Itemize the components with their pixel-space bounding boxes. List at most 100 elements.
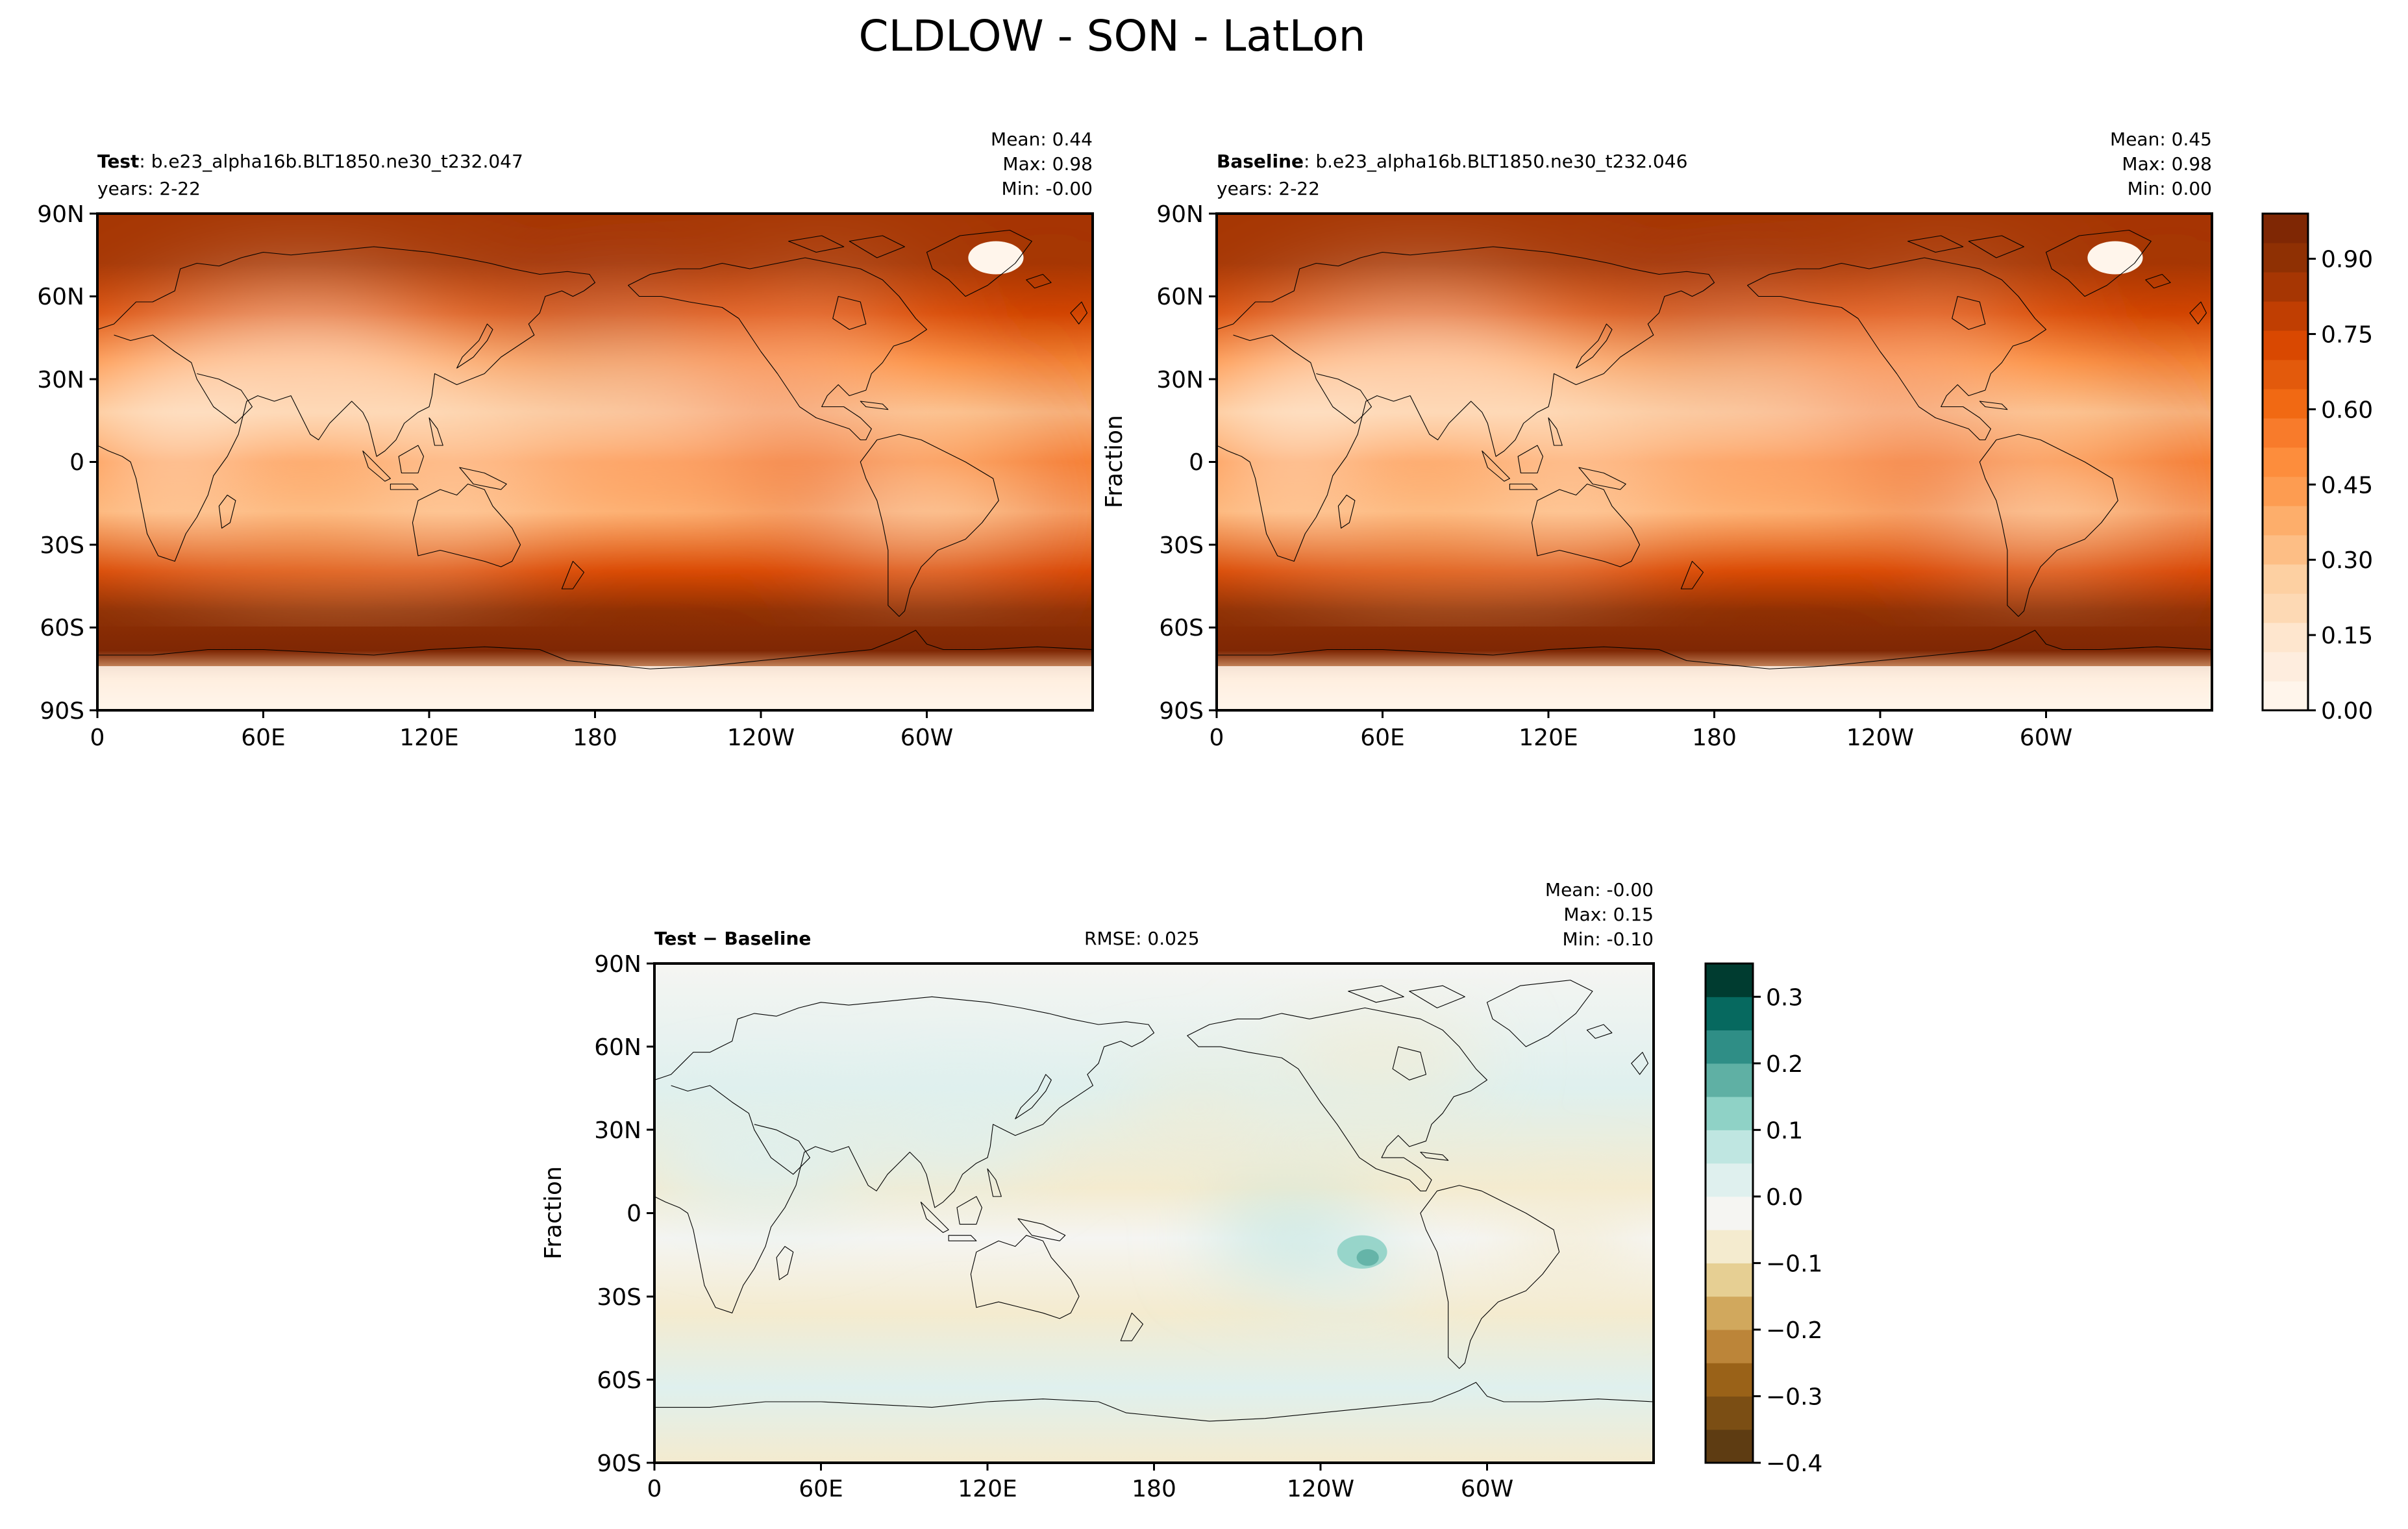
diff-ytick-label: 0: [627, 1200, 641, 1227]
test-stat-min: Min: -0.00: [1002, 178, 1093, 199]
colorbar-fraction-band: [2263, 272, 2308, 302]
test-xtick-label: 0: [90, 725, 105, 751]
baseline-ytick-label: 30N: [1156, 367, 1204, 393]
baseline-stat-max: Max: 0.98: [2122, 153, 2212, 175]
colorbar-fraction-band: [2263, 652, 2308, 682]
colorbar-diff-tick-label: 0.0: [1766, 1184, 1803, 1211]
diff-xtick-label: 120W: [1287, 1476, 1354, 1502]
colorbar-fraction-band: [2263, 243, 2308, 273]
diff-x-ticks: [653, 1463, 1488, 1471]
colorbar-fraction-band: [2263, 330, 2308, 360]
baseline-ytick-label: 0: [1189, 449, 1204, 476]
colorbar-diff-band: [1706, 1063, 1753, 1097]
colorbar-diff-band: [1706, 1296, 1753, 1330]
test-label-case: : b.e23_alpha16b.BLT1850.ne30_t232.047: [139, 151, 523, 172]
colorbar-diff-tick-label: 0.3: [1766, 984, 1803, 1011]
colorbar-diff-band: [1706, 1097, 1753, 1130]
test-stat-max: Max: 0.98: [1002, 153, 1093, 175]
colorbar-fraction-frame: [2261, 212, 2309, 712]
diff-xtick-label: 0: [647, 1476, 662, 1502]
test-ytick-label: 60N: [37, 284, 84, 310]
test-xtick-label: 120W: [727, 725, 795, 751]
colorbar-diff-band: [1706, 1263, 1753, 1297]
baseline-xtick-label: 120E: [1519, 725, 1578, 751]
panel-baseline: Baseline: b.e23_alpha16b.BLT1850.ne30_t2…: [1101, 129, 2248, 751]
colorbar-fraction-ticks: 0.00 0.15 0.30 0.45 0.60 0.75 0.90: [2308, 247, 2373, 725]
baseline-ylabel: Fraction: [1101, 415, 1128, 508]
diff-stat-min: Min: -0.10: [1563, 928, 1654, 950]
colorbar-diff-band: [1706, 1230, 1753, 1263]
diff-field: [654, 963, 1654, 1463]
baseline-ytick-label: 90N: [1156, 201, 1204, 228]
baseline-x-ticks: [1215, 710, 2047, 718]
test-xtick-label: 180: [573, 725, 617, 751]
colorbar-diff-tick-label: 0.1: [1766, 1117, 1803, 1144]
baseline-ytick-label: 60S: [1159, 615, 1204, 641]
colorbar-diff-band: [1706, 1130, 1753, 1164]
diff-label: Test − Baseline: [654, 928, 811, 949]
test-xtick-label: 120E: [399, 725, 458, 751]
test-stat-mean: Mean: 0.44: [991, 129, 1093, 150]
baseline-label-bold: Baseline: [1217, 151, 1304, 172]
diff-xtick-label: 120E: [958, 1476, 1017, 1502]
test-ytick-label: 30S: [40, 532, 84, 559]
colorbar-diff-band: [1706, 1363, 1753, 1397]
colorbar-fraction-tick-label: 0.90: [2321, 247, 2373, 273]
panel-test: Test: b.e23_alpha16b.BLT1850.ne30_t232.0…: [37, 129, 1128, 751]
baseline-xtick-label: 60E: [1360, 725, 1405, 751]
colorbar-diff-tick-label: −0.2: [1766, 1317, 1822, 1344]
colorbar-fraction: 0.00 0.15 0.30 0.45 0.60 0.75 0.90: [2261, 212, 2373, 725]
test-stats: Mean: 0.44 Max: 0.98 Min: -0.00: [991, 129, 1093, 199]
colorbar-fraction-tick-label: 0.75: [2321, 321, 2373, 348]
colorbar-diff-ticks: 0.3 0.2 0.1 0.0 −0.1 −0.2 −0.3 −0.4: [1753, 984, 1822, 1477]
colorbar-fraction-band: [2263, 301, 2308, 331]
baseline-ytick-label: 30S: [1159, 532, 1204, 559]
diff-xtick-label: 60E: [799, 1476, 843, 1502]
colorbar-diff-band: [1706, 997, 1753, 1031]
colorbar-fraction-tick-label: 0.00: [2321, 698, 2373, 725]
diff-xtick-label: 180: [1132, 1476, 1176, 1502]
colorbar-fraction-band: [2263, 418, 2308, 448]
baseline-field: [1211, 214, 2248, 710]
colorbar-fraction-band: [2263, 447, 2308, 477]
baseline-ytick-label: 90S: [1159, 698, 1204, 725]
baseline-xtick-label: 180: [1692, 725, 1737, 751]
test-years: years: 2-22: [97, 178, 201, 199]
diff-ytick-label: 30S: [597, 1284, 641, 1311]
diff-stat-mean: Mean: -0.00: [1545, 879, 1654, 901]
test-x-ticks: [96, 710, 928, 718]
colorbar-fraction-band: [2263, 389, 2308, 419]
test-xtick-label: 60E: [241, 725, 286, 751]
baseline-xtick-label: 120W: [1846, 725, 1914, 751]
test-field: [92, 214, 1128, 710]
colorbar-diff-band: [1706, 1329, 1753, 1363]
colorbar-diff-frame: [1704, 962, 1754, 1464]
baseline-stats: Mean: 0.45 Max: 0.98 Min: 0.00: [2110, 129, 2212, 199]
colorbar-fraction-tick-label: 0.60: [2321, 397, 2373, 423]
diff-xtick-label: 60W: [1461, 1476, 1513, 1502]
colorbar-fraction-band: [2263, 535, 2308, 565]
colorbar-fraction-band: [2263, 564, 2308, 594]
diff-y-ticks: [647, 962, 654, 1464]
diff-rmse: RMSE: 0.025: [1084, 928, 1200, 949]
test-ytick-label: 30N: [37, 367, 84, 393]
colorbar-diff-tick-label: 0.2: [1766, 1051, 1803, 1078]
baseline-years: years: 2-22: [1217, 178, 1320, 199]
colorbar-diff-band: [1706, 1429, 1753, 1463]
colorbar-diff-band: [1706, 1163, 1753, 1197]
baseline-label: Baseline: b.e23_alpha16b.BLT1850.ne30_t2…: [1217, 151, 1687, 172]
baseline-xtick-label: 0: [1210, 725, 1224, 751]
diff-ytick-label: 60S: [597, 1367, 641, 1394]
colorbar-diff: 0.3 0.2 0.1 0.0 −0.1 −0.2 −0.3 −0.4: [1704, 962, 1822, 1477]
colorbar-diff-tick-label: −0.3: [1766, 1384, 1822, 1410]
test-label-bold: Test: [97, 151, 139, 172]
diff-ytick-label: 90S: [597, 1450, 641, 1477]
colorbar-fraction-band: [2263, 214, 2308, 243]
baseline-ytick-label: 60N: [1156, 284, 1204, 310]
colorbar-diff-band: [1706, 1030, 1753, 1064]
baseline-stat-min: Min: 0.00: [2128, 178, 2212, 199]
baseline-xtick-label: 60W: [2020, 725, 2072, 751]
colorbar-diff-tick-label: −0.4: [1766, 1450, 1822, 1477]
colorbar-fraction-band: [2263, 593, 2308, 623]
